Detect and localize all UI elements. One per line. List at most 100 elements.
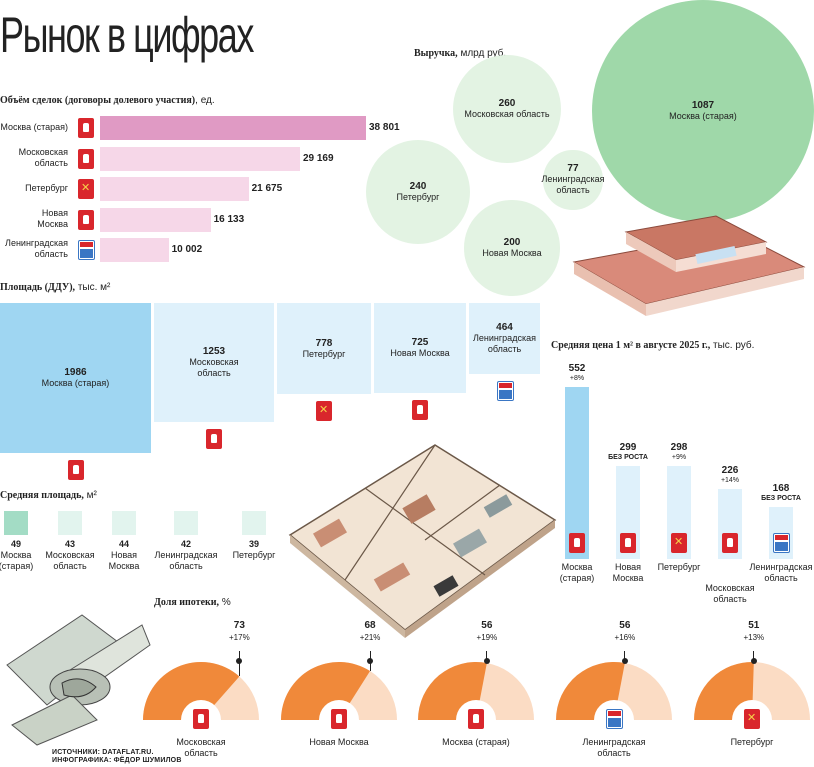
bubble: 240 Петербург: [365, 139, 471, 245]
area-square: [174, 511, 198, 535]
area-section-label: Площадь (ДДУ), тыс. м²: [0, 282, 111, 293]
revenue-section-label: Выручка, млрд руб.: [414, 48, 507, 59]
area-square: [112, 511, 136, 535]
mortgage-value: 73: [233, 620, 245, 631]
price-change: +8%: [569, 375, 585, 382]
mortgage-label-line: область: [184, 748, 218, 758]
bubble-value: 77: [567, 163, 579, 175]
gauge-marker-line: [624, 651, 626, 664]
mortgage-label: Ленинградская область: [564, 737, 664, 759]
area-square: [4, 511, 28, 535]
tile-value: 725: [411, 337, 429, 348]
coat-of-arms-icon: [744, 709, 760, 729]
bar-label: Петербург: [0, 183, 68, 194]
gauge-marker-dot: [236, 658, 243, 664]
mortgage-label-line: Петербург: [730, 737, 774, 747]
price-label-line: (старая): [559, 573, 595, 583]
tile-value: 778: [315, 337, 333, 349]
mortgage-label: Петербург: [702, 737, 802, 748]
tile-label: Москва (старая): [41, 378, 110, 388]
price-label-line: Новая: [614, 562, 642, 572]
bar: [100, 207, 211, 232]
price-change: БЕЗ РОСТА: [761, 494, 801, 502]
square-label: Москва (старая): [0, 550, 56, 572]
bubble-label: Ленинградская: [541, 174, 605, 185]
area-square: [58, 511, 82, 535]
coat-of-arms-icon: [78, 179, 94, 199]
avg-area-section-label: Средняя площадь, м²: [0, 490, 97, 501]
price-label-line: Ленинградская: [749, 562, 813, 572]
price-label: Москва (старая): [537, 562, 617, 584]
price-label-line: Петербург: [657, 562, 701, 572]
mortgage-label-line: Новая Москва: [309, 737, 369, 747]
bubble-value: 200: [503, 236, 521, 248]
mortgage-value: 68: [364, 620, 376, 631]
gauge-marker-dot: [367, 658, 374, 664]
price-bar: [565, 387, 589, 559]
square-label-line: Москва: [108, 561, 140, 571]
bubble-value: 260: [498, 97, 516, 109]
mortgage-gauge: [556, 662, 672, 720]
bubble: 1087 Москва (старая): [592, 0, 814, 222]
area-tile: 778 Петербург: [277, 303, 371, 394]
bubble-label: Москва (старая): [669, 111, 737, 121]
coat-of-arms-icon: [193, 709, 209, 729]
price-label: Ленинградская область: [741, 562, 814, 584]
coat-of-arms-icon: [606, 709, 623, 729]
bubble: 260 Московская область: [452, 54, 562, 164]
apartment-floorplan-icon: [288, 444, 557, 638]
price-value: 552: [568, 363, 586, 374]
mortgage-label-line: область: [597, 748, 631, 758]
bar-label: Московская область: [0, 147, 68, 169]
mortgage-change: +21%: [359, 633, 381, 642]
bar-label-line: область: [34, 249, 68, 259]
price-label: Московская область: [690, 583, 770, 605]
mortgage-label: Москва (старая): [426, 737, 526, 748]
bar-label-line: область: [34, 157, 68, 168]
bar-label-line: Ленинградская: [5, 238, 68, 248]
price-value: 298: [670, 442, 688, 454]
square-label-line: область: [169, 561, 203, 571]
handshake-illustration: [6, 614, 151, 746]
tile-label: Новая Москва: [390, 348, 450, 358]
mortgage-change: +16%: [614, 633, 636, 642]
bar-value: 38 801: [369, 122, 400, 133]
deals-section-label: Объём сделок (договоры долевого участия)…: [0, 95, 215, 106]
bubble-label: Петербург: [396, 191, 440, 202]
page-title: Рынок в цифрах: [0, 7, 254, 63]
coat-of-arms-icon: [620, 533, 636, 553]
bar-label-line: Московская: [18, 146, 68, 157]
square-value: 39: [248, 539, 259, 549]
square-value: 44: [118, 539, 129, 549]
handshake-money-icon: [6, 614, 151, 746]
price-value: 168: [772, 482, 790, 494]
price-label: Петербург: [639, 562, 719, 573]
price-label-line: Москва: [612, 573, 644, 583]
bubble: 200 Новая Москва: [464, 200, 560, 296]
gauge-marker-dot: [483, 658, 490, 664]
mortgage-gauge: [281, 662, 397, 720]
price-label-line: область: [764, 573, 798, 583]
price-value: 226: [721, 464, 739, 476]
square-label: Петербург: [214, 550, 294, 561]
area-tile: 1986 Москва (старая): [0, 303, 151, 453]
square-label-line: Московская: [45, 550, 95, 560]
mortgage-label-line: Москва (старая): [442, 737, 510, 747]
mortgage-change: +17%: [229, 633, 250, 642]
bar-value: 10 002: [171, 244, 203, 255]
gauge-marker-line: [486, 651, 488, 664]
area-tile: 725 Новая Москва: [374, 303, 466, 393]
mortgage-section-label: Доля ипотеки, %: [154, 597, 231, 608]
bar: [100, 177, 249, 201]
coat-of-arms-icon: [78, 209, 94, 230]
coat-of-arms-icon: [722, 533, 738, 553]
gauge-fill: [143, 662, 240, 720]
tile-value: 464: [496, 322, 513, 333]
square-label-line: (старая): [0, 561, 34, 571]
tile-value: 1253: [202, 346, 226, 357]
square-label: Московская область: [30, 550, 110, 572]
square-label-line: Петербург: [232, 550, 276, 560]
bar: [100, 116, 366, 140]
mortgage-gauge: [143, 662, 259, 720]
price-label: Новая Москва: [588, 562, 668, 584]
